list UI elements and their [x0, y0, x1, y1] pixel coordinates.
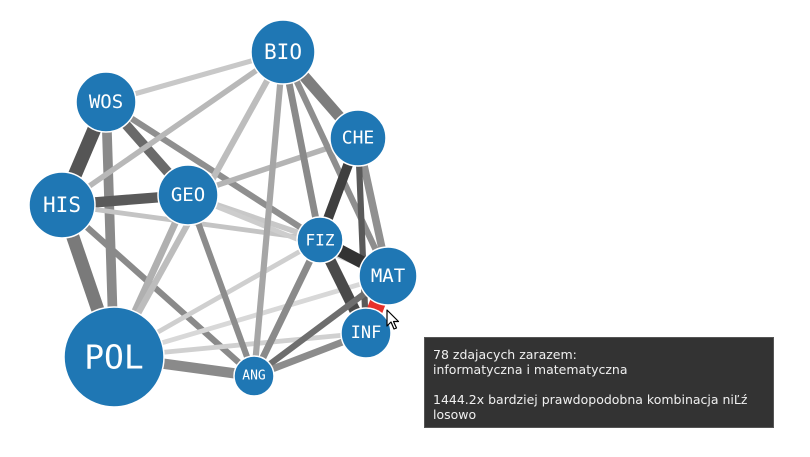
node-bio[interactable]: BIO [250, 19, 316, 85]
edge-bio-ang[interactable] [250, 51, 287, 377]
node-wos[interactable]: WOS [75, 71, 137, 133]
node-ang[interactable]: ANG [233, 355, 275, 397]
node-circle[interactable] [358, 246, 418, 306]
tooltip: 78 zdajacych zarazem: informatyczna i ma… [424, 337, 774, 428]
node-mat[interactable]: MAT [358, 246, 418, 306]
tooltip-ratio-cont: losowo [433, 407, 477, 422]
node-circle[interactable] [250, 19, 316, 85]
node-his[interactable]: HIS [28, 171, 96, 239]
tooltip-spacer [433, 377, 765, 392]
node-geo[interactable]: GEO [157, 164, 219, 226]
edge-geo-ang[interactable] [185, 193, 257, 378]
tooltip-pair: informatyczna i matematyczna [433, 362, 628, 377]
node-circle[interactable] [75, 71, 137, 133]
edge-che-inf[interactable] [354, 137, 370, 334]
node-fiz[interactable]: FIZ [296, 216, 344, 264]
node-circle[interactable] [157, 164, 219, 226]
node-che[interactable]: CHE [329, 109, 387, 167]
edge-bio-mat[interactable] [280, 50, 391, 278]
node-pol[interactable]: POL [63, 306, 165, 408]
node-circle[interactable] [63, 306, 165, 408]
node-circle[interactable] [233, 355, 275, 397]
node-circle[interactable] [296, 216, 344, 264]
mouse-pointer-icon [386, 309, 400, 330]
tooltip-count: 78 zdajacych zarazem: [433, 347, 577, 362]
tooltip-ratio: 1444.2x bardziej prawdopodobna kombinacj… [433, 392, 748, 407]
edge-fiz-ang[interactable] [250, 238, 324, 378]
node-circle[interactable] [340, 307, 392, 359]
edge-wos-fiz[interactable] [104, 99, 322, 243]
node-circle[interactable] [329, 109, 387, 167]
node-circle[interactable] [28, 171, 96, 239]
node-inf[interactable]: INF [340, 307, 392, 359]
edge-his-bio[interactable] [60, 49, 285, 208]
